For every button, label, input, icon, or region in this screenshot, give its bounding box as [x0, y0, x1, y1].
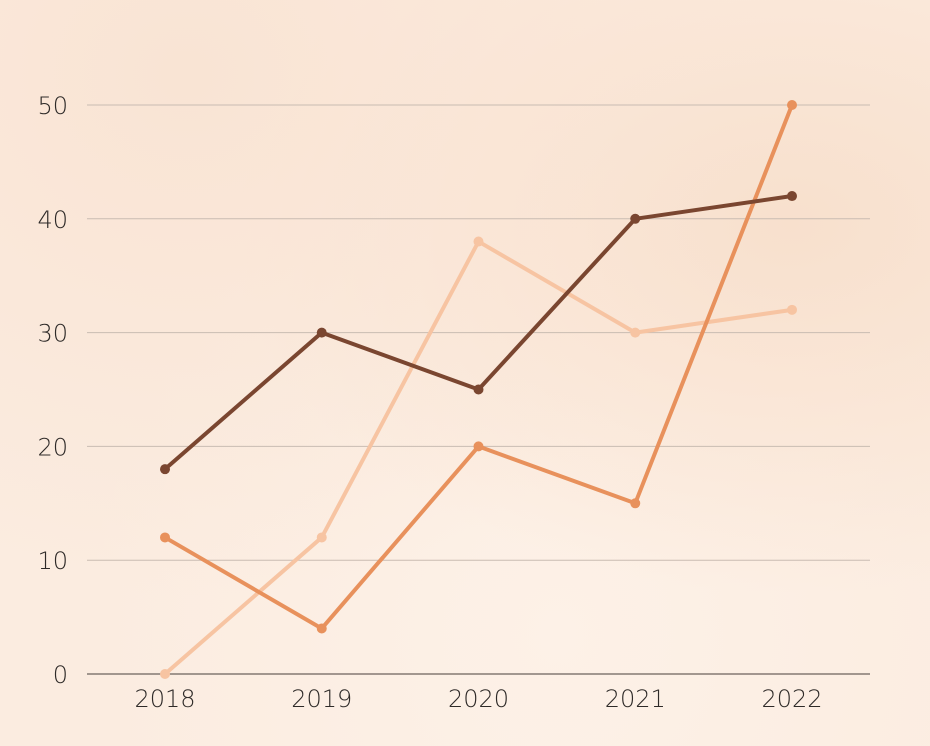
x-tick-label: 2020: [448, 685, 509, 713]
y-tick-label: 40: [37, 206, 68, 234]
y-tick-label: 50: [37, 92, 68, 120]
data-point-2021: [630, 213, 641, 224]
data-point-2018: [160, 532, 170, 543]
series-line-3: [163, 103, 794, 631]
y-tick-label: 30: [37, 320, 68, 348]
x-tick-label: 2021: [605, 685, 666, 713]
y-tick-label: 0: [53, 661, 68, 689]
data-point-2020: [473, 236, 484, 247]
series-lines: [160, 100, 797, 679]
data-point-2019: [316, 327, 327, 338]
data-point-2019: [316, 623, 327, 634]
x-tick-label: 2018: [134, 685, 195, 713]
data-point-2022: [787, 191, 797, 202]
data-point-2018: [160, 464, 170, 475]
data-point-2020: [473, 384, 484, 395]
data-point-2019: [316, 532, 327, 543]
series-1: [160, 191, 797, 475]
y-tick-label: 10: [37, 547, 68, 575]
data-point-2021: [630, 327, 641, 338]
y-tick-label: 20: [37, 433, 68, 461]
data-point-2021: [630, 498, 641, 509]
series-3: [160, 100, 797, 634]
series-2: [160, 236, 797, 679]
y-axis-tick-labels: 0 10 20 30 40 50: [37, 92, 68, 689]
series-line-2: [163, 239, 794, 676]
data-point-2022: [787, 100, 797, 110]
x-tick-label: 2022: [761, 685, 822, 713]
data-point-2020: [473, 441, 484, 452]
x-axis-tick-labels: 2018 2019 2020 2021 2022: [134, 685, 822, 713]
data-point-2018: [160, 669, 170, 679]
data-point-2022: [787, 304, 797, 315]
x-tick-label: 2019: [291, 685, 352, 713]
